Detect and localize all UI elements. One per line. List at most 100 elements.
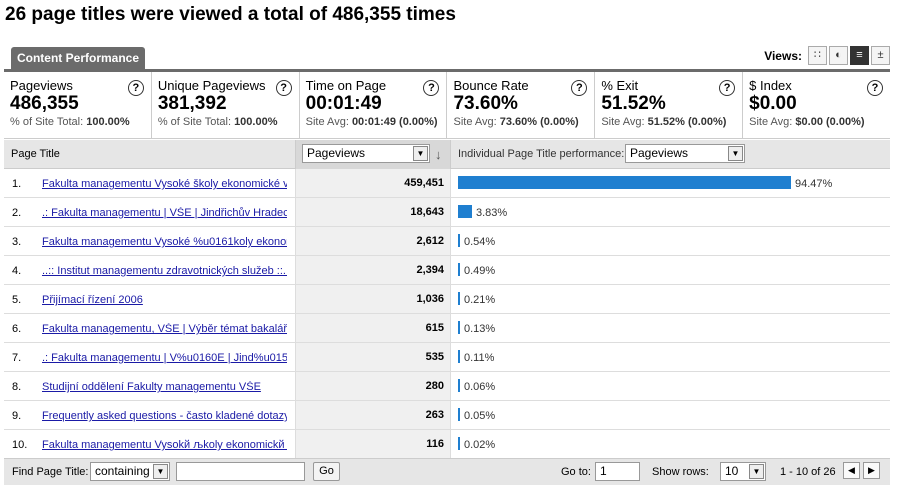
performance-percent: 0.21% (464, 294, 496, 306)
performance-view-icon[interactable]: ≡ (850, 46, 869, 65)
page-title-link[interactable]: Fakulta managementu Vysokй љkoly ekonomi… (42, 439, 287, 451)
metric-sub: % of Site Total: 100.00% (157, 116, 278, 128)
performance-bar (458, 176, 791, 189)
row-number: 6. (12, 323, 22, 335)
performance-bar (458, 408, 460, 421)
metric-value: 486,355 (10, 93, 79, 114)
performance-bar (458, 437, 460, 450)
row-number: 2. (12, 207, 22, 219)
chevron-down-icon: ▼ (749, 464, 764, 479)
chevron-down-icon: ▼ (413, 146, 428, 161)
row-number: 9. (12, 410, 22, 422)
metrics-summary: Pageviews 486,355 % of Site Total: 100.0… (4, 72, 890, 139)
performance-percent: 94.47% (795, 178, 833, 190)
metric-title: $ Index (749, 78, 792, 93)
show-rows-label: Show rows: (652, 466, 709, 478)
row-number: 7. (12, 352, 22, 364)
metric-title: % Exit (601, 78, 639, 93)
pageviews-cell: 535 (295, 343, 451, 371)
show-rows-select[interactable]: 10 ▼ (720, 462, 766, 481)
help-icon[interactable]: ? (571, 80, 588, 96)
pagination-range: 1 - 10 of 26 (780, 466, 836, 478)
page-title-link[interactable]: Fakulta managementu, VŠE | Výběr témat b… (42, 323, 287, 335)
metric-title: Bounce Rate (453, 78, 529, 93)
metric-title: Time on Page (305, 78, 387, 93)
chevron-down-icon: ▼ (728, 146, 743, 161)
performance-percent: 0.54% (464, 236, 496, 248)
views-label: Views: (764, 48, 802, 63)
page-title-link[interactable]: .: Fakulta managementu | V%u0160E | Jind… (42, 352, 287, 364)
page-title-link[interactable]: .: Fakulta managementu | VŠE | Jindřichů… (42, 207, 287, 219)
performance-percent: 0.13% (464, 323, 496, 335)
help-icon[interactable]: ? (866, 80, 883, 96)
table-row: 4. ..:: Institut managementu zdravotnický… (4, 256, 890, 285)
go-button[interactable]: Go (313, 462, 340, 481)
metric-index: $ Index $0.00 Site Avg: $0.00 (0.00%) ? (743, 72, 890, 138)
row-number: 3. (12, 236, 22, 248)
metric-sub: Site Avg: $0.00 (0.00%) (749, 116, 865, 128)
next-page-icon[interactable]: ▶ (863, 462, 880, 479)
metric-title: Pageviews (10, 78, 73, 93)
help-icon[interactable]: ? (423, 80, 440, 96)
page-title-link[interactable]: Fakulta managementu Vysoké školy ekonomi… (42, 178, 287, 190)
match-type-select[interactable]: containing ▼ (90, 462, 170, 481)
performance-bar (458, 321, 460, 334)
table-row: 2. .: Fakulta managementu | VŠE | Jindřic… (4, 198, 890, 227)
tab-content-performance[interactable]: Content Performance (11, 47, 145, 69)
metric-value: 00:01:49 (305, 93, 382, 114)
pageviews-cell: 459,451 (295, 169, 451, 197)
row-number: 4. (12, 265, 22, 277)
performance-bar (458, 263, 460, 276)
help-icon[interactable]: ? (719, 80, 736, 96)
row-number: 5. (12, 294, 22, 306)
help-icon[interactable]: ? (275, 80, 292, 96)
row-number: 1. (12, 178, 22, 190)
pageviews-cell: 1,036 (295, 285, 451, 313)
performance-bar (458, 379, 460, 392)
metric-exit: % Exit 51.52% Site Avg: 51.52% (0.00%) ? (595, 72, 744, 138)
table-row: 10. Fakulta managementu Vysokй љkoly ekon… (4, 430, 890, 459)
search-input[interactable] (176, 462, 305, 481)
comparison-view-icon[interactable]: ± (871, 46, 890, 65)
pageviews-cell: 116 (295, 430, 451, 458)
metric-sub: Site Avg: 51.52% (0.00%) (601, 116, 727, 128)
performance-bar (458, 292, 460, 305)
sort-descending-icon[interactable]: ↓ (435, 147, 442, 162)
page-title-link[interactable]: ..:: Institut managementu zdravotnických… (42, 265, 287, 277)
table-row: 7. .: Fakulta managementu | V%u0160E | Ji… (4, 343, 890, 372)
page-title-link[interactable]: Fakulta managementu Vysoké %u0161koly ek… (42, 236, 287, 248)
pageviews-cell: 263 (295, 401, 451, 429)
metric-sub: Site Avg: 00:01:49 (0.00%) (305, 116, 438, 128)
table-view-icon[interactable]: ∷ (808, 46, 827, 65)
goto-input[interactable]: 1 (595, 462, 640, 481)
table-row: 5. Přijímací řízení 2006 1,036 0.21% (4, 285, 890, 314)
metric-value: 51.52% (601, 93, 666, 114)
table-row: 9. Frequently asked questions - často kla… (4, 401, 890, 430)
performance-bar (458, 234, 460, 247)
metric-value: 381,392 (157, 93, 227, 114)
page-title-link[interactable]: Přijímací řízení 2006 (42, 294, 143, 306)
performance-percent: 0.02% (464, 439, 496, 451)
performance-percent: 3.83% (476, 207, 508, 219)
metric-select[interactable]: Pageviews ▼ (302, 144, 430, 163)
performance-metric-select[interactable]: Pageviews ▼ (625, 144, 745, 163)
prev-page-icon[interactable]: ◀ (843, 462, 860, 479)
find-label: Find Page Title: (12, 466, 89, 478)
table-footer: Find Page Title: containing ▼ Go Go to: … (4, 458, 890, 485)
metric-unique-pageviews: Unique Pageviews 381,392 % of Site Total… (152, 72, 300, 138)
help-icon[interactable]: ? (127, 80, 144, 96)
table-body: 1. Fakulta managementu Vysoké školy ekono… (4, 169, 890, 459)
page-title-link[interactable]: Frequently asked questions - často klade… (42, 410, 287, 422)
metric-time-on-page: Time on Page 00:01:49 Site Avg: 00:01:49… (300, 72, 448, 138)
metric-sub: Site Avg: 73.60% (0.00%) (453, 116, 579, 128)
performance-percent: 0.49% (464, 265, 496, 277)
page-title-link[interactable]: Studijní oddělení Fakulty managementu VŠ… (42, 381, 261, 393)
metric-pageviews: Pageviews 486,355 % of Site Total: 100.0… (4, 72, 152, 138)
metric-sub: % of Site Total: 100.00% (10, 116, 130, 128)
pie-view-icon[interactable]: ◐ (829, 46, 848, 65)
column-header-page-title[interactable]: Page Title (11, 148, 60, 160)
column-header-pageviews: Pageviews ▼ ↓ (295, 140, 451, 169)
pageviews-cell: 2,612 (295, 227, 451, 255)
table-row: 8. Studijní oddělení Fakulty managementu … (4, 372, 890, 401)
table-row: 3. Fakulta managementu Vysoké %u0161koly … (4, 227, 890, 256)
